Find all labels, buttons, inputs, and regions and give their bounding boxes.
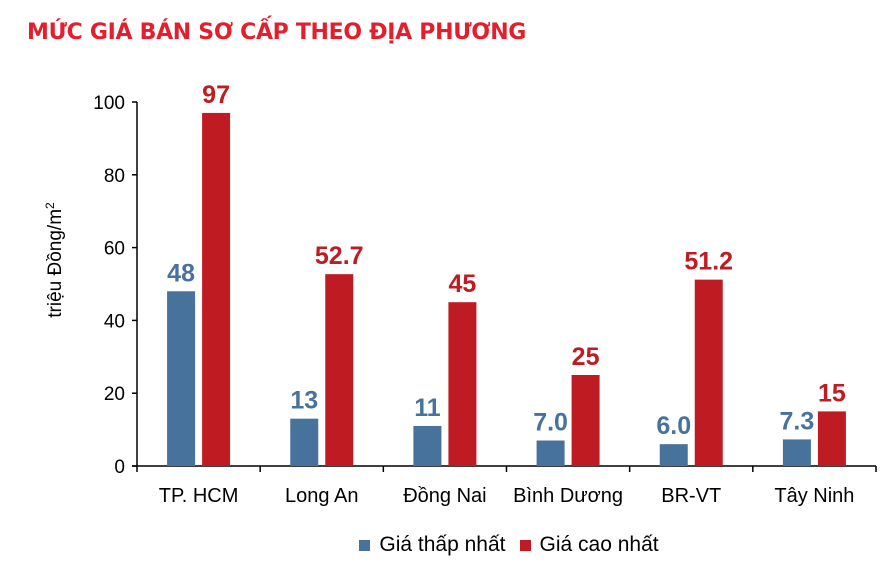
bar-high [325, 274, 354, 466]
legend-swatch-high [519, 539, 531, 551]
bar-low [167, 291, 196, 466]
bar-low [782, 439, 811, 466]
bar-low-value: 48 [167, 259, 195, 287]
chart-title: MỨC GIÁ BÁN SƠ CẤP THEO ĐỊA PHƯƠNG [27, 20, 527, 45]
bar-high-value: 15 [818, 379, 846, 407]
bar-high-value: 45 [449, 270, 477, 298]
x-category-label: Tây Ninh [774, 485, 854, 507]
y-tick-label: 40 [104, 311, 125, 332]
x-category-label: BR-VT [661, 485, 721, 507]
bar-low [290, 418, 319, 466]
x-category-label: Long An [285, 485, 358, 507]
y-tick-label: 60 [104, 239, 125, 260]
bar-low-value: 13 [290, 387, 318, 415]
bar-high-value: 25 [572, 343, 600, 371]
y-tick-label: 20 [104, 384, 125, 405]
bar-high [202, 112, 231, 467]
bar-high [817, 411, 846, 466]
x-category-label: Đồng Nai [403, 485, 486, 507]
legend-label-high: Giá cao nhất [539, 533, 659, 556]
bar-low [413, 425, 442, 466]
bar-high [571, 375, 600, 466]
bar-high-value: 97 [202, 81, 230, 109]
y-tick-label: 80 [104, 166, 125, 187]
bar-low [536, 440, 565, 466]
y-tick-label: 100 [93, 93, 125, 114]
bar-low-value: 11 [414, 394, 441, 422]
bar-low-value: 7.3 [780, 407, 815, 435]
bar-low-value: 7.0 [533, 409, 568, 437]
x-category-label: TP. HCM [159, 485, 239, 507]
bar-high-value: 51.2 [684, 248, 733, 276]
bar-low [659, 444, 688, 466]
bar-high [448, 302, 477, 466]
y-tick-label: 0 [114, 457, 125, 478]
legend-item-high: Giá cao nhất [519, 533, 659, 557]
legend-label-low: Giá thấp nhất [379, 533, 506, 556]
x-category-label: Bình Dương [513, 485, 623, 507]
legend-swatch-low [359, 539, 371, 551]
bar-high [694, 279, 723, 466]
bar-high-value: 52.7 [315, 242, 364, 270]
legend: Giá thấp nhất Giá cao nhất [0, 533, 888, 557]
bar-low-value: 6.0 [656, 412, 691, 440]
legend-item-low: Giá thấp nhất [359, 533, 506, 557]
